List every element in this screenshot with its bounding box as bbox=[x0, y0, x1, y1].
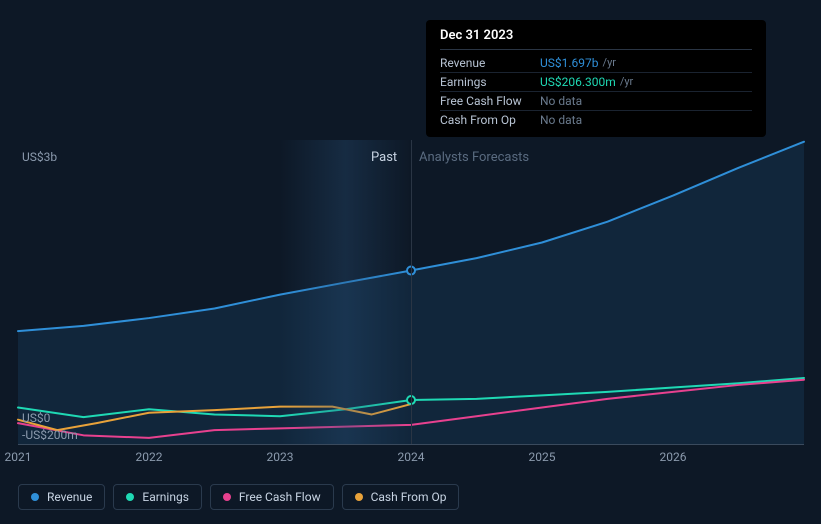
legend-label: Revenue bbox=[47, 490, 92, 504]
chart-baseline bbox=[18, 444, 804, 445]
chart-tooltip: Dec 31 2023 RevenueUS$1.697b/yrEarningsU… bbox=[426, 20, 766, 137]
legend-label: Cash From Op bbox=[371, 490, 447, 504]
x-axis-label: 2026 bbox=[660, 450, 687, 464]
tooltip-row-value: No data bbox=[540, 94, 582, 108]
forecast-label: Analysts Forecasts bbox=[419, 150, 529, 165]
tooltip-date: Dec 31 2023 bbox=[440, 28, 752, 50]
legend-item-cash-from-op[interactable]: Cash From Op bbox=[342, 484, 460, 510]
y-axis-label: -US$200m bbox=[22, 428, 78, 442]
legend-item-earnings[interactable]: Earnings bbox=[113, 484, 202, 510]
legend-dot-icon bbox=[31, 493, 39, 501]
tooltip-row-label: Free Cash Flow bbox=[440, 94, 540, 108]
tooltip-row-label: Revenue bbox=[440, 56, 540, 70]
x-axis-label: 2025 bbox=[529, 450, 556, 464]
x-axis-label: 2024 bbox=[398, 450, 425, 464]
y-axis-label: US$3b bbox=[22, 150, 57, 164]
x-axis-label: 2022 bbox=[136, 450, 163, 464]
legend-item-free-cash-flow[interactable]: Free Cash Flow bbox=[210, 484, 334, 510]
tooltip-row: RevenueUS$1.697b/yr bbox=[440, 54, 752, 73]
tooltip-row-label: Cash From Op bbox=[440, 113, 540, 127]
tooltip-row-value: No data bbox=[540, 113, 582, 127]
legend-dot-icon bbox=[355, 493, 363, 501]
tooltip-row-value: US$206.300m bbox=[540, 75, 616, 89]
tooltip-row-unit: /yr bbox=[603, 56, 616, 70]
tooltip-row-unit: /yr bbox=[620, 75, 633, 89]
financial-chart: US$3b US$0 -US$200m 2021 2022 2023 2024 2025 20… bbox=[0, 0, 821, 524]
tooltip-row: EarningsUS$206.300m/yr bbox=[440, 73, 752, 92]
legend-item-revenue[interactable]: Revenue bbox=[18, 484, 105, 510]
past-label: Past bbox=[371, 150, 397, 165]
past-forecast-divider bbox=[411, 140, 412, 444]
legend-label: Earnings bbox=[142, 490, 189, 504]
y-axis-label: US$0 bbox=[22, 411, 50, 425]
x-axis-label: 2023 bbox=[267, 450, 294, 464]
chart-legend: Revenue Earnings Free Cash Flow Cash From O… bbox=[18, 484, 459, 510]
legend-dot-icon bbox=[126, 493, 134, 501]
legend-dot-icon bbox=[223, 493, 231, 501]
x-axis-label: 2021 bbox=[5, 450, 32, 464]
tooltip-row: Cash From OpNo data bbox=[440, 111, 752, 129]
tooltip-row-label: Earnings bbox=[440, 75, 540, 89]
tooltip-row-value: US$1.697b bbox=[540, 56, 599, 70]
legend-label: Free Cash Flow bbox=[239, 490, 321, 504]
tooltip-row: Free Cash FlowNo data bbox=[440, 92, 752, 111]
